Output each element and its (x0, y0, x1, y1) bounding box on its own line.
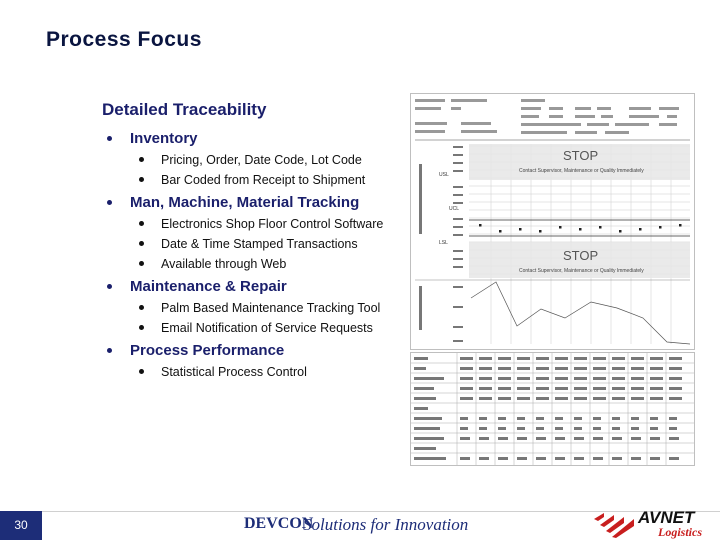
table-grid (411, 353, 694, 465)
stop-note-upper: Contact Supervisor, Maintenance or Quali… (519, 168, 644, 174)
sub-bullet: Bar Coded from Receipt to Shipment (102, 172, 402, 188)
sub-bullet: Available through Web (102, 256, 402, 272)
chart-header-fields (415, 99, 679, 134)
page-number: 30 (0, 511, 42, 540)
footer-tagline: Solutions for Innovation (303, 515, 469, 534)
ucl-label: UCL (449, 206, 459, 212)
slide-title: Process Focus (46, 28, 202, 51)
range-series (470, 281, 691, 345)
stop-zone-lower (469, 242, 690, 278)
stop-zone-upper (469, 144, 690, 180)
sub-bullet: Date & Time Stamped Transactions (102, 236, 402, 252)
stop-label-lower: STOP (563, 248, 598, 263)
sub-bullet: Palm Based Maintenance Tracking Tool (102, 300, 402, 316)
lsl-label: LSL (439, 240, 448, 246)
footer-divider (0, 511, 720, 512)
avnet-wordmark: AVNET (637, 508, 696, 527)
sub-bullet: Pricing, Order, Date Code, Lot Code (102, 152, 402, 168)
logistics-wordmark: Logistics (657, 525, 702, 539)
spc-data-table-image (410, 352, 695, 466)
spc-chart-image: STOP Contact Supervisor, Maintenance or … (410, 93, 695, 350)
stop-note-lower: Contact Supervisor, Maintenance or Quali… (519, 268, 644, 274)
xbar-points (479, 224, 682, 233)
table-cells (414, 357, 682, 460)
sub-bullet: Electronics Shop Floor Control Software (102, 216, 402, 232)
devcon-logo: DEVCON (244, 515, 314, 532)
avnet-logistics-logo: AVNET Logistics (594, 508, 702, 539)
sub-bullet: Statistical Process Control (102, 364, 402, 380)
sub-bullet: Email Notification of Service Requests (102, 320, 402, 336)
avnet-chevron-icon (594, 513, 634, 538)
bullet-tracking: Man, Machine, Material Tracking (102, 194, 402, 211)
stop-label-upper: STOP (563, 148, 598, 163)
bullet-content: Detailed Traceability Inventory Pricing,… (102, 100, 402, 384)
bullet-maintenance: Maintenance & Repair (102, 278, 402, 295)
chart-axis-ticks (419, 146, 463, 342)
usl-label: USL (439, 172, 449, 178)
section-heading: Detailed Traceability (102, 100, 267, 119)
bullet-inventory: Inventory (102, 130, 402, 147)
bullet-process-performance: Process Performance (102, 342, 402, 359)
